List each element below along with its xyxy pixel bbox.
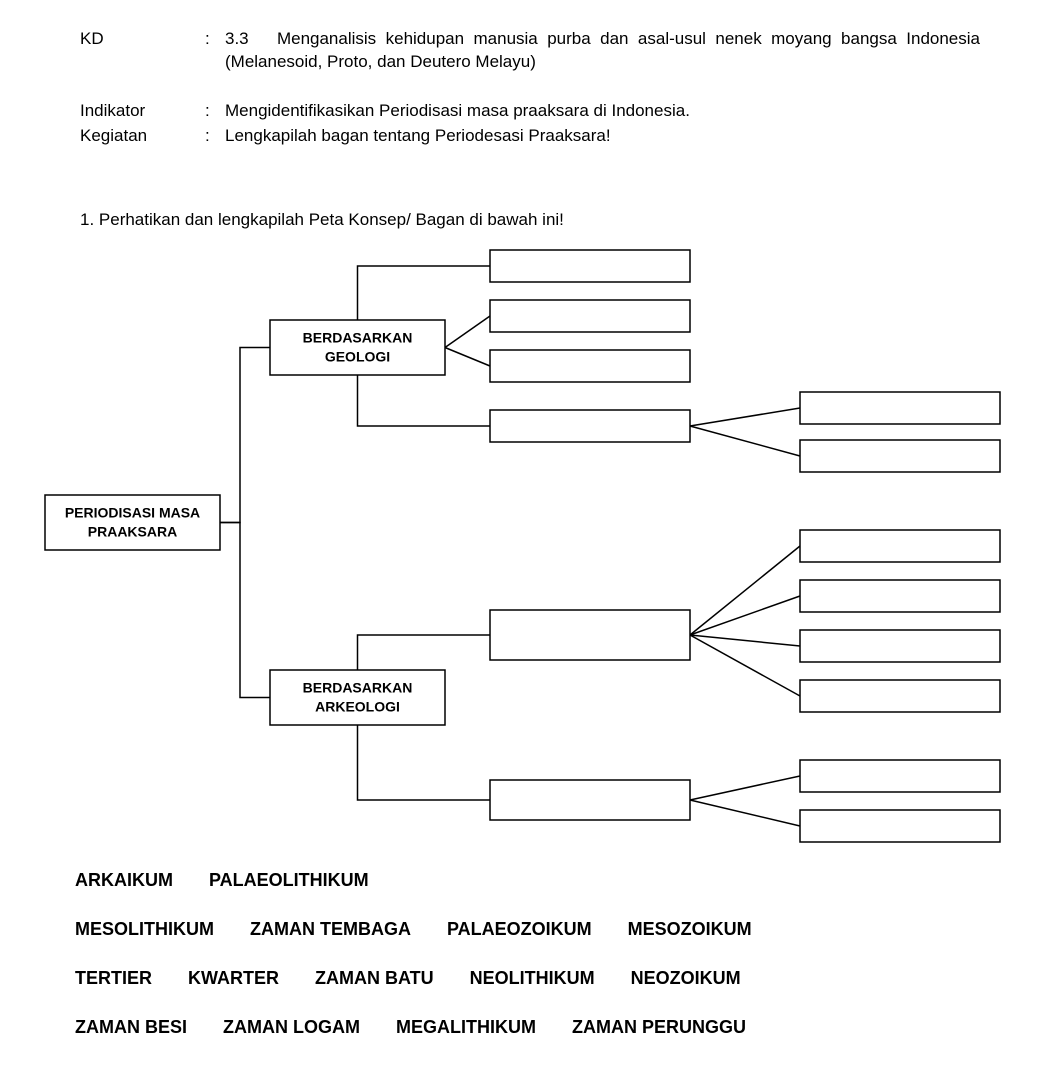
wordbank-term: MESOZOIKUM bbox=[628, 919, 752, 940]
node-am3 bbox=[800, 630, 1000, 662]
node-g4b bbox=[800, 440, 1000, 472]
wordbank-term: ZAMAN BATU bbox=[315, 968, 434, 989]
svg-text:ARKEOLOGI: ARKEOLOGI bbox=[315, 699, 400, 715]
kd-label: KD bbox=[80, 28, 205, 74]
wordbank-term: ZAMAN PERUNGGU bbox=[572, 1017, 746, 1038]
svg-text:PRAAKSARA: PRAAKSARA bbox=[88, 524, 177, 540]
wordbank-term: ZAMAN TEMBAGA bbox=[250, 919, 411, 940]
concept-map: PERIODISASI MASA PRAAKSARA BERDASARKAN GEOL… bbox=[0, 240, 1050, 880]
header: KD : 3.3 Menganalisis kehidupan manusia … bbox=[80, 28, 980, 150]
wordbank-term: NEOLITHIKUM bbox=[470, 968, 595, 989]
wordbank-term: PALAEOLITHIKUM bbox=[209, 870, 369, 891]
node-g4a bbox=[800, 392, 1000, 424]
wordbank-term: KWARTER bbox=[188, 968, 279, 989]
node-ab1 bbox=[800, 760, 1000, 792]
indikator-label: Indikator bbox=[80, 100, 205, 123]
svg-text:BERDASARKAN: BERDASARKAN bbox=[303, 330, 413, 346]
node-g2 bbox=[490, 300, 690, 332]
node-g4 bbox=[490, 410, 690, 442]
wordbank-term: PALAEOZOIKUM bbox=[447, 919, 592, 940]
kegiatan-text: Lengkapilah bagan tentang Periodesasi Pr… bbox=[225, 125, 980, 148]
node-a_mid bbox=[490, 610, 690, 660]
wordbank-term: MEGALITHIKUM bbox=[396, 1017, 536, 1038]
wordbank-row: ARKAIKUM PALAEOLITHIKUM bbox=[75, 870, 1015, 891]
wordbank-term: MESOLITHIKUM bbox=[75, 919, 214, 940]
node-root bbox=[45, 495, 220, 550]
kd-text: 3.3 Menganalisis kehidupan manusia purba… bbox=[225, 28, 980, 74]
wordbank-row: TERTIER KWARTER ZAMAN BATU NEOLITHIKUM NEOZO… bbox=[75, 968, 1015, 989]
node-geologi bbox=[270, 320, 445, 375]
node-g3 bbox=[490, 350, 690, 382]
wordbank-row: MESOLITHIKUM ZAMAN TEMBAGA PALAEOZOIKUM MES… bbox=[75, 919, 1015, 940]
instruction: 1. Perhatikan dan lengkapilah Peta Konse… bbox=[80, 210, 564, 230]
node-ab2 bbox=[800, 810, 1000, 842]
node-arkeologi bbox=[270, 670, 445, 725]
node-a_bot bbox=[490, 780, 690, 820]
node-am2 bbox=[800, 580, 1000, 612]
svg-text:BERDASARKAN: BERDASARKAN bbox=[303, 680, 413, 696]
wordbank-term: NEOZOIKUM bbox=[631, 968, 741, 989]
wordbank-term: ARKAIKUM bbox=[75, 870, 173, 891]
wordbank-term: TERTIER bbox=[75, 968, 152, 989]
node-am4 bbox=[800, 680, 1000, 712]
wordbank-term: ZAMAN LOGAM bbox=[223, 1017, 360, 1038]
node-g1 bbox=[490, 250, 690, 282]
kegiatan-label: Kegiatan bbox=[80, 125, 205, 148]
indikator-text: Mengidentifikasikan Periodisasi masa pra… bbox=[225, 100, 980, 123]
wordbank-row: ZAMAN BESI ZAMAN LOGAM MEGALITHIKUM ZAMAN P… bbox=[75, 1017, 1015, 1038]
word-bank: ARKAIKUM PALAEOLITHIKUM MESOLITHIKUM ZAMAN … bbox=[75, 870, 1015, 1066]
node-am1 bbox=[800, 530, 1000, 562]
svg-text:PERIODISASI MASA: PERIODISASI MASA bbox=[65, 505, 200, 521]
svg-text:GEOLOGI: GEOLOGI bbox=[325, 349, 390, 365]
wordbank-term: ZAMAN BESI bbox=[75, 1017, 187, 1038]
